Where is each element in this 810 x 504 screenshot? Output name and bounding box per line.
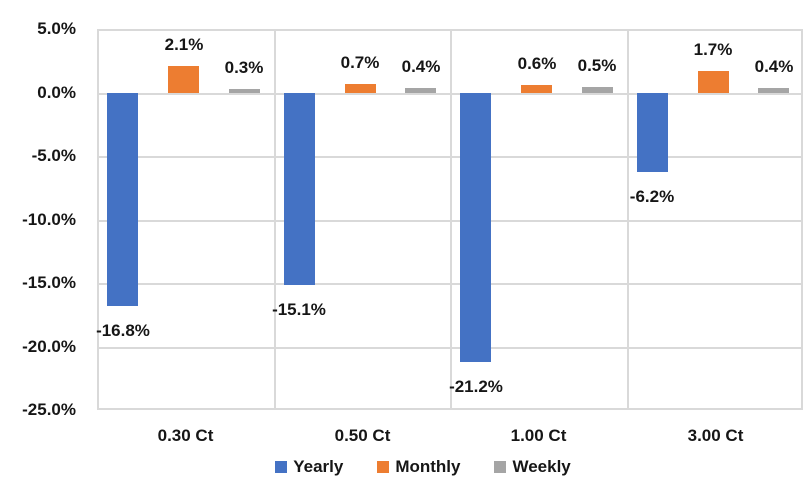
data-label-yearly-3-00-ct: -6.2%: [629, 187, 675, 206]
y-axis-tick: -15.0%: [22, 273, 76, 292]
legend-label: Yearly: [293, 457, 344, 476]
y-axis-tick: -20.0%: [22, 337, 76, 356]
data-label-yearly-1-00-ct: -21.2%: [449, 377, 503, 396]
data-label-weekly-3-00-ct: 0.4%: [754, 57, 794, 76]
y-axis-tick: 5.0%: [37, 19, 76, 38]
gridline-vertical: [801, 29, 803, 410]
gridline-vertical: [274, 29, 276, 410]
bar-monthly-0-50-ct: [345, 84, 376, 93]
bar-weekly-1-00-ct: [582, 87, 613, 93]
plot-area: -16.8% -15.1% -21.2% -6.2% 2.1% 0.7% 0.6% 1.7% 0…: [96, 29, 803, 410]
data-label-yearly-0-30-ct: -16.8%: [96, 321, 150, 340]
bar-yearly-0-50-ct: [284, 93, 315, 285]
bar-monthly-1-00-ct: [521, 85, 552, 93]
legend-swatch-monthly: [377, 461, 390, 473]
data-label-weekly-0-30-ct: 0.3%: [224, 58, 264, 77]
legend-item-monthly: Monthly: [377, 457, 460, 477]
data-label-weekly-0-50-ct: 0.4%: [401, 57, 441, 76]
y-axis-tick: 0.0%: [37, 83, 76, 102]
data-label-monthly-1-00-ct: 0.6%: [517, 54, 557, 73]
legend-swatch-weekly: [494, 461, 507, 473]
y-axis-tick: -10.0%: [22, 210, 76, 229]
data-label-yearly-0-50-ct: -15.1%: [272, 300, 326, 319]
y-axis-tick: -25.0%: [22, 400, 76, 419]
gridline-vertical: [627, 29, 629, 410]
bar-yearly-1-00-ct: [460, 93, 491, 362]
bar-weekly-0-30-ct: [229, 89, 260, 93]
legend: Yearly Monthly Weekly: [0, 457, 810, 477]
legend-label: Monthly: [395, 457, 461, 476]
legend-swatch-yearly: [275, 461, 288, 473]
data-label-monthly-3-00-ct: 1.7%: [693, 40, 733, 59]
gridline-vertical: [97, 29, 99, 410]
legend-item-weekly: Weekly: [494, 457, 571, 477]
y-axis-tick: -5.0%: [31, 146, 76, 165]
bar-yearly-3-00-ct: [637, 93, 668, 172]
bar-yearly-0-30-ct: [107, 93, 138, 306]
legend-label: Weekly: [512, 457, 571, 476]
data-label-monthly-0-30-ct: 2.1%: [164, 35, 204, 54]
bar-monthly-3-00-ct: [698, 71, 729, 93]
bar-weekly-3-00-ct: [758, 88, 789, 93]
x-axis-label-0-30-ct: 0.30 Ct: [157, 426, 214, 445]
data-label-monthly-0-50-ct: 0.7%: [340, 53, 380, 72]
bar-monthly-0-30-ct: [168, 66, 199, 93]
x-axis-label-3-00-ct: 3.00 Ct: [687, 426, 744, 445]
x-axis-label-1-00-ct: 1.00 Ct: [510, 426, 567, 445]
x-axis-label-0-50-ct: 0.50 Ct: [334, 426, 391, 445]
legend-item-yearly: Yearly: [275, 457, 343, 477]
bar-weekly-0-50-ct: [405, 88, 436, 93]
gridline-vertical: [450, 29, 452, 410]
data-label-weekly-1-00-ct: 0.5%: [577, 56, 617, 75]
